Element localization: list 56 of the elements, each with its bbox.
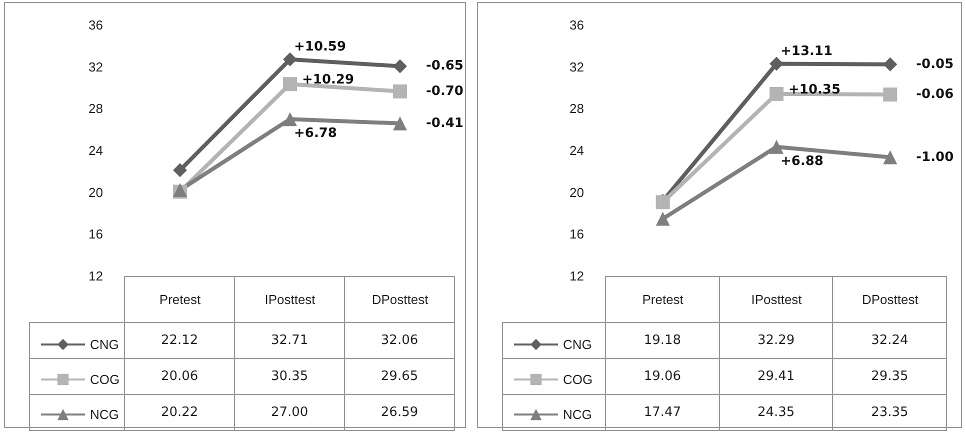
- annotation: +6.88: [780, 154, 824, 169]
- y-tick-label: 12: [570, 268, 584, 284]
- annotation: -1.00: [916, 150, 954, 165]
- data-label: 29.65: [344, 358, 454, 394]
- data-label: 32.71: [234, 322, 345, 358]
- x-tick-label: DPosttest: [372, 292, 429, 307]
- annotation: -0.05: [916, 56, 954, 72]
- y-tick-label: 20: [88, 184, 103, 200]
- data-label: 19.06: [606, 358, 720, 394]
- data-label: 29.35: [832, 358, 946, 394]
- legend-label: COG: [563, 372, 593, 387]
- annotation: -0.06: [916, 87, 954, 102]
- x-tick-label: IPosttest: [264, 292, 316, 307]
- annotation: -0.41: [426, 116, 464, 131]
- y-tick-label: 12: [88, 268, 103, 284]
- data-label: 32.06: [344, 322, 454, 358]
- data-label: 32.24: [832, 322, 946, 358]
- y-tick-label: 16: [570, 226, 584, 242]
- y-tick-label: 24: [570, 143, 584, 158]
- data-label: 20.22: [124, 394, 235, 430]
- data-label: 27.00: [234, 394, 345, 430]
- legend-label: NCG: [90, 407, 119, 422]
- data-label: 30.35: [234, 358, 345, 394]
- y-tick-label: 36: [570, 18, 584, 32]
- x-tick-label: Pretest: [642, 292, 684, 307]
- data-label: 29.41: [719, 358, 833, 394]
- y-tick-label: 20: [570, 184, 584, 200]
- data-label: 22.12: [124, 322, 235, 358]
- annotation: +10.29: [302, 72, 354, 88]
- y-tick-label: 28: [88, 101, 103, 116]
- legend-label: COG: [90, 372, 120, 387]
- y-tick-label: 16: [88, 226, 103, 242]
- y-tick-label: 24: [88, 143, 103, 158]
- data-label: 23.35: [832, 394, 946, 430]
- annotation: -0.65: [426, 58, 464, 74]
- annotation: +10.59: [294, 39, 346, 54]
- y-tick-label: 32: [570, 59, 584, 74]
- legend-label: CNG: [90, 337, 119, 352]
- y-tick-label: 36: [88, 18, 103, 32]
- data-label: 20.06: [124, 358, 235, 394]
- x-tick-label: DPosttest: [862, 292, 919, 307]
- legend-label: CNG: [563, 337, 592, 352]
- annotation: +10.35: [788, 82, 841, 98]
- y-tick-label: 28: [570, 101, 584, 116]
- data-label: 19.18: [606, 322, 720, 358]
- legend-label: NCG: [563, 407, 592, 422]
- x-tick-label: IPosttest: [751, 292, 802, 307]
- data-label: 24.35: [719, 394, 833, 430]
- annotation: +6.78: [294, 126, 337, 142]
- annotation: -0.70: [426, 84, 464, 99]
- data-label: 26.59: [344, 394, 454, 430]
- annotation: +13.11: [780, 44, 833, 59]
- y-tick-label: 32: [88, 59, 103, 74]
- x-tick-label: Pretest: [159, 292, 201, 307]
- data-label: 32.29: [719, 322, 833, 358]
- data-label: 17.47: [606, 394, 720, 430]
